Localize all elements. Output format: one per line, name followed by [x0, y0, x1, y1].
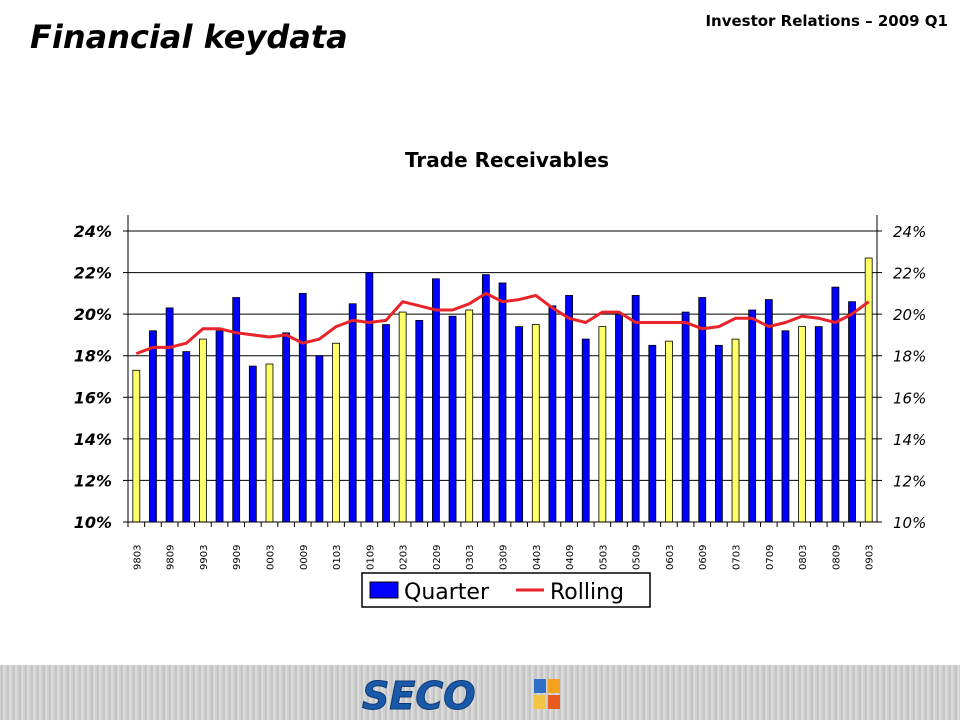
- bar-quarter: [215, 330, 224, 523]
- bar-quarter: [481, 274, 490, 523]
- trade-receivables-chart: Trade Receivables 10% 10% 12% 12% 14% 14% 16% 1…: [74, 148, 926, 608]
- y-tick-label-left: 22%: [74, 264, 112, 283]
- bar-quarter: [199, 338, 207, 523]
- y-tick-label-left: 12%: [74, 471, 112, 490]
- x-tick-label: 0609: [698, 545, 709, 570]
- bar-quarter: [698, 297, 707, 523]
- bar-quarter: [864, 257, 873, 523]
- bar-quarter: [781, 330, 790, 523]
- y-tick-label-right: 12%: [893, 472, 926, 490]
- series-line-rolling: [135, 291, 870, 356]
- bar-quarter: [149, 330, 157, 523]
- bar-quarter: [798, 326, 806, 523]
- chart-legend: Quarter Rolling: [361, 572, 651, 608]
- bar-quarter: [498, 282, 507, 523]
- bar-quarter: [332, 342, 340, 523]
- bar-quarter: [548, 305, 557, 523]
- bar-quarter: [631, 295, 640, 523]
- x-tick-label: 0509: [632, 545, 643, 570]
- y-tick-label-right: 18%: [893, 348, 926, 366]
- bar-quarter: [165, 307, 174, 523]
- x-tick-label: 9909: [232, 545, 243, 570]
- bar-quarter: [265, 363, 274, 523]
- x-tick-label: 0403: [532, 545, 543, 570]
- bar-quarter: [731, 338, 740, 523]
- legend-label-quarter: Quarter: [404, 580, 490, 605]
- bar-quarter: [398, 311, 407, 523]
- bar-quarter: [814, 326, 823, 523]
- x-tick-label: 0003: [265, 545, 276, 570]
- x-tick-label: 0903: [865, 545, 876, 570]
- bar-quarter: [182, 351, 191, 523]
- bar-quarter: [298, 292, 307, 523]
- x-tick-label: 0803: [798, 545, 809, 570]
- y-tick-label-right: 24%: [893, 223, 926, 241]
- y-tick-label-right: 10%: [893, 514, 926, 532]
- y-tick-label-left: 14%: [74, 430, 112, 449]
- x-tick-label: 0109: [365, 545, 376, 570]
- y-tick-label-left: 10%: [74, 513, 112, 532]
- x-tick-label: 9803: [132, 545, 143, 570]
- header-report-label: Investor Relations – 2009 Q1: [705, 12, 948, 30]
- page-title: Financial keydata: [30, 18, 348, 56]
- x-tick-label: 9809: [166, 545, 177, 570]
- bar-quarter: [681, 311, 690, 523]
- bar-quarter: [581, 338, 590, 523]
- bar-quarter: [448, 315, 457, 523]
- x-tick-label: 0709: [765, 545, 776, 570]
- bar-quarter: [648, 344, 657, 523]
- x-tick-label: 0103: [332, 545, 343, 570]
- bar-quarter: [565, 295, 573, 523]
- bar-quarter: [714, 344, 723, 523]
- y-tick-label-right: 20%: [893, 306, 926, 324]
- y-tick-label-left: 18%: [74, 347, 112, 366]
- x-tick-label: 0009: [299, 545, 310, 570]
- x-tick-label: 9903: [199, 545, 210, 570]
- bar-quarter: [615, 313, 623, 523]
- bar-quarter: [348, 303, 357, 523]
- x-tick-label: 0203: [399, 545, 410, 570]
- y-tick-label-right: 22%: [893, 265, 926, 283]
- x-tick-label: 0603: [665, 545, 676, 570]
- x-tick-label: 0409: [565, 545, 576, 570]
- x-tick-label: 0703: [732, 545, 743, 570]
- bar-quarter: [598, 326, 607, 523]
- bar-quarter: [315, 355, 324, 523]
- bar-quarter: [665, 340, 673, 523]
- bar-quarter: [132, 369, 141, 523]
- y-tick-label-left: 20%: [74, 305, 112, 324]
- bar-quarter: [282, 332, 291, 523]
- bar-quarter: [365, 272, 374, 523]
- x-tick-label: 0303: [465, 545, 476, 570]
- bar-quarter: [415, 319, 424, 523]
- bar-quarter: [748, 309, 757, 523]
- bar-quarter: [432, 278, 440, 523]
- logo-text: SECO: [362, 675, 476, 715]
- x-tick-label: 0809: [831, 545, 842, 570]
- footer-band: [0, 665, 960, 720]
- y-tick-label-left: 24%: [74, 222, 112, 241]
- y-tick-label-right: 14%: [893, 431, 926, 449]
- x-tick-label: 0209: [432, 545, 443, 570]
- chart-title: Trade Receivables: [405, 148, 609, 172]
- bar-quarter: [465, 309, 474, 523]
- legend-label-rolling: Rolling: [550, 580, 624, 605]
- seco-logo: SECO: [362, 675, 560, 715]
- bar-quarter: [515, 326, 524, 523]
- bar-quarter: [531, 324, 540, 523]
- bar-quarter: [764, 299, 773, 523]
- x-tick-label: 0309: [499, 545, 510, 570]
- legend-swatch-quarter: [369, 581, 399, 599]
- bar-quarter: [248, 365, 257, 523]
- bar-quarter: [382, 324, 390, 523]
- y-tick-label-right: 16%: [893, 389, 926, 407]
- bar-quarter: [848, 301, 856, 523]
- y-tick-label-left: 16%: [74, 388, 112, 407]
- x-tick-label: 0503: [598, 545, 609, 570]
